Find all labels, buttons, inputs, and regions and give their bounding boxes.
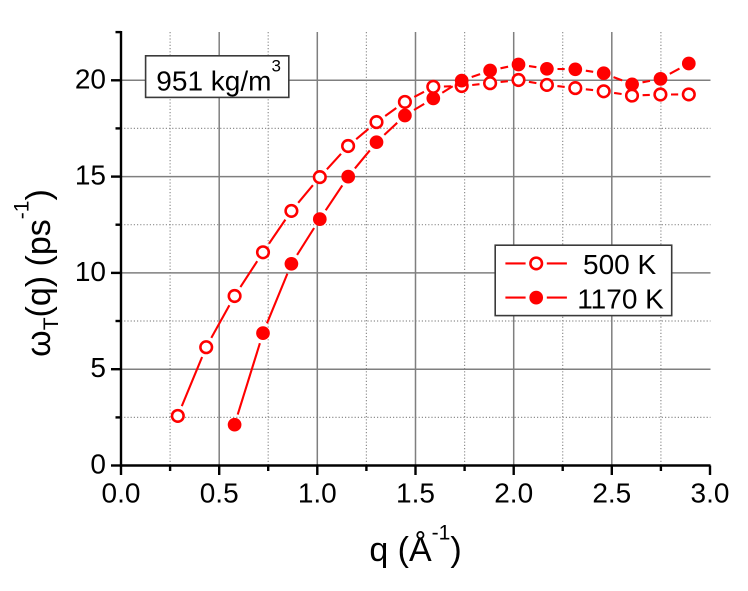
svg-text:3.0: 3.0 [691,478,730,509]
svg-text:1.0: 1.0 [298,478,337,509]
svg-text:5: 5 [90,352,106,383]
svg-text:1.5: 1.5 [396,478,435,509]
svg-text:2.0: 2.0 [494,478,533,509]
svg-text:15: 15 [75,160,106,191]
svg-text:0.0: 0.0 [102,478,141,509]
svg-text:20: 20 [75,63,106,94]
svg-text:2.5: 2.5 [592,478,631,509]
svg-text:10: 10 [75,256,106,287]
svg-text:1170 K: 1170 K [577,283,664,314]
svg-text:500 K: 500 K [583,249,656,280]
svg-text:0: 0 [90,449,106,480]
svg-text:0.5: 0.5 [200,478,239,509]
